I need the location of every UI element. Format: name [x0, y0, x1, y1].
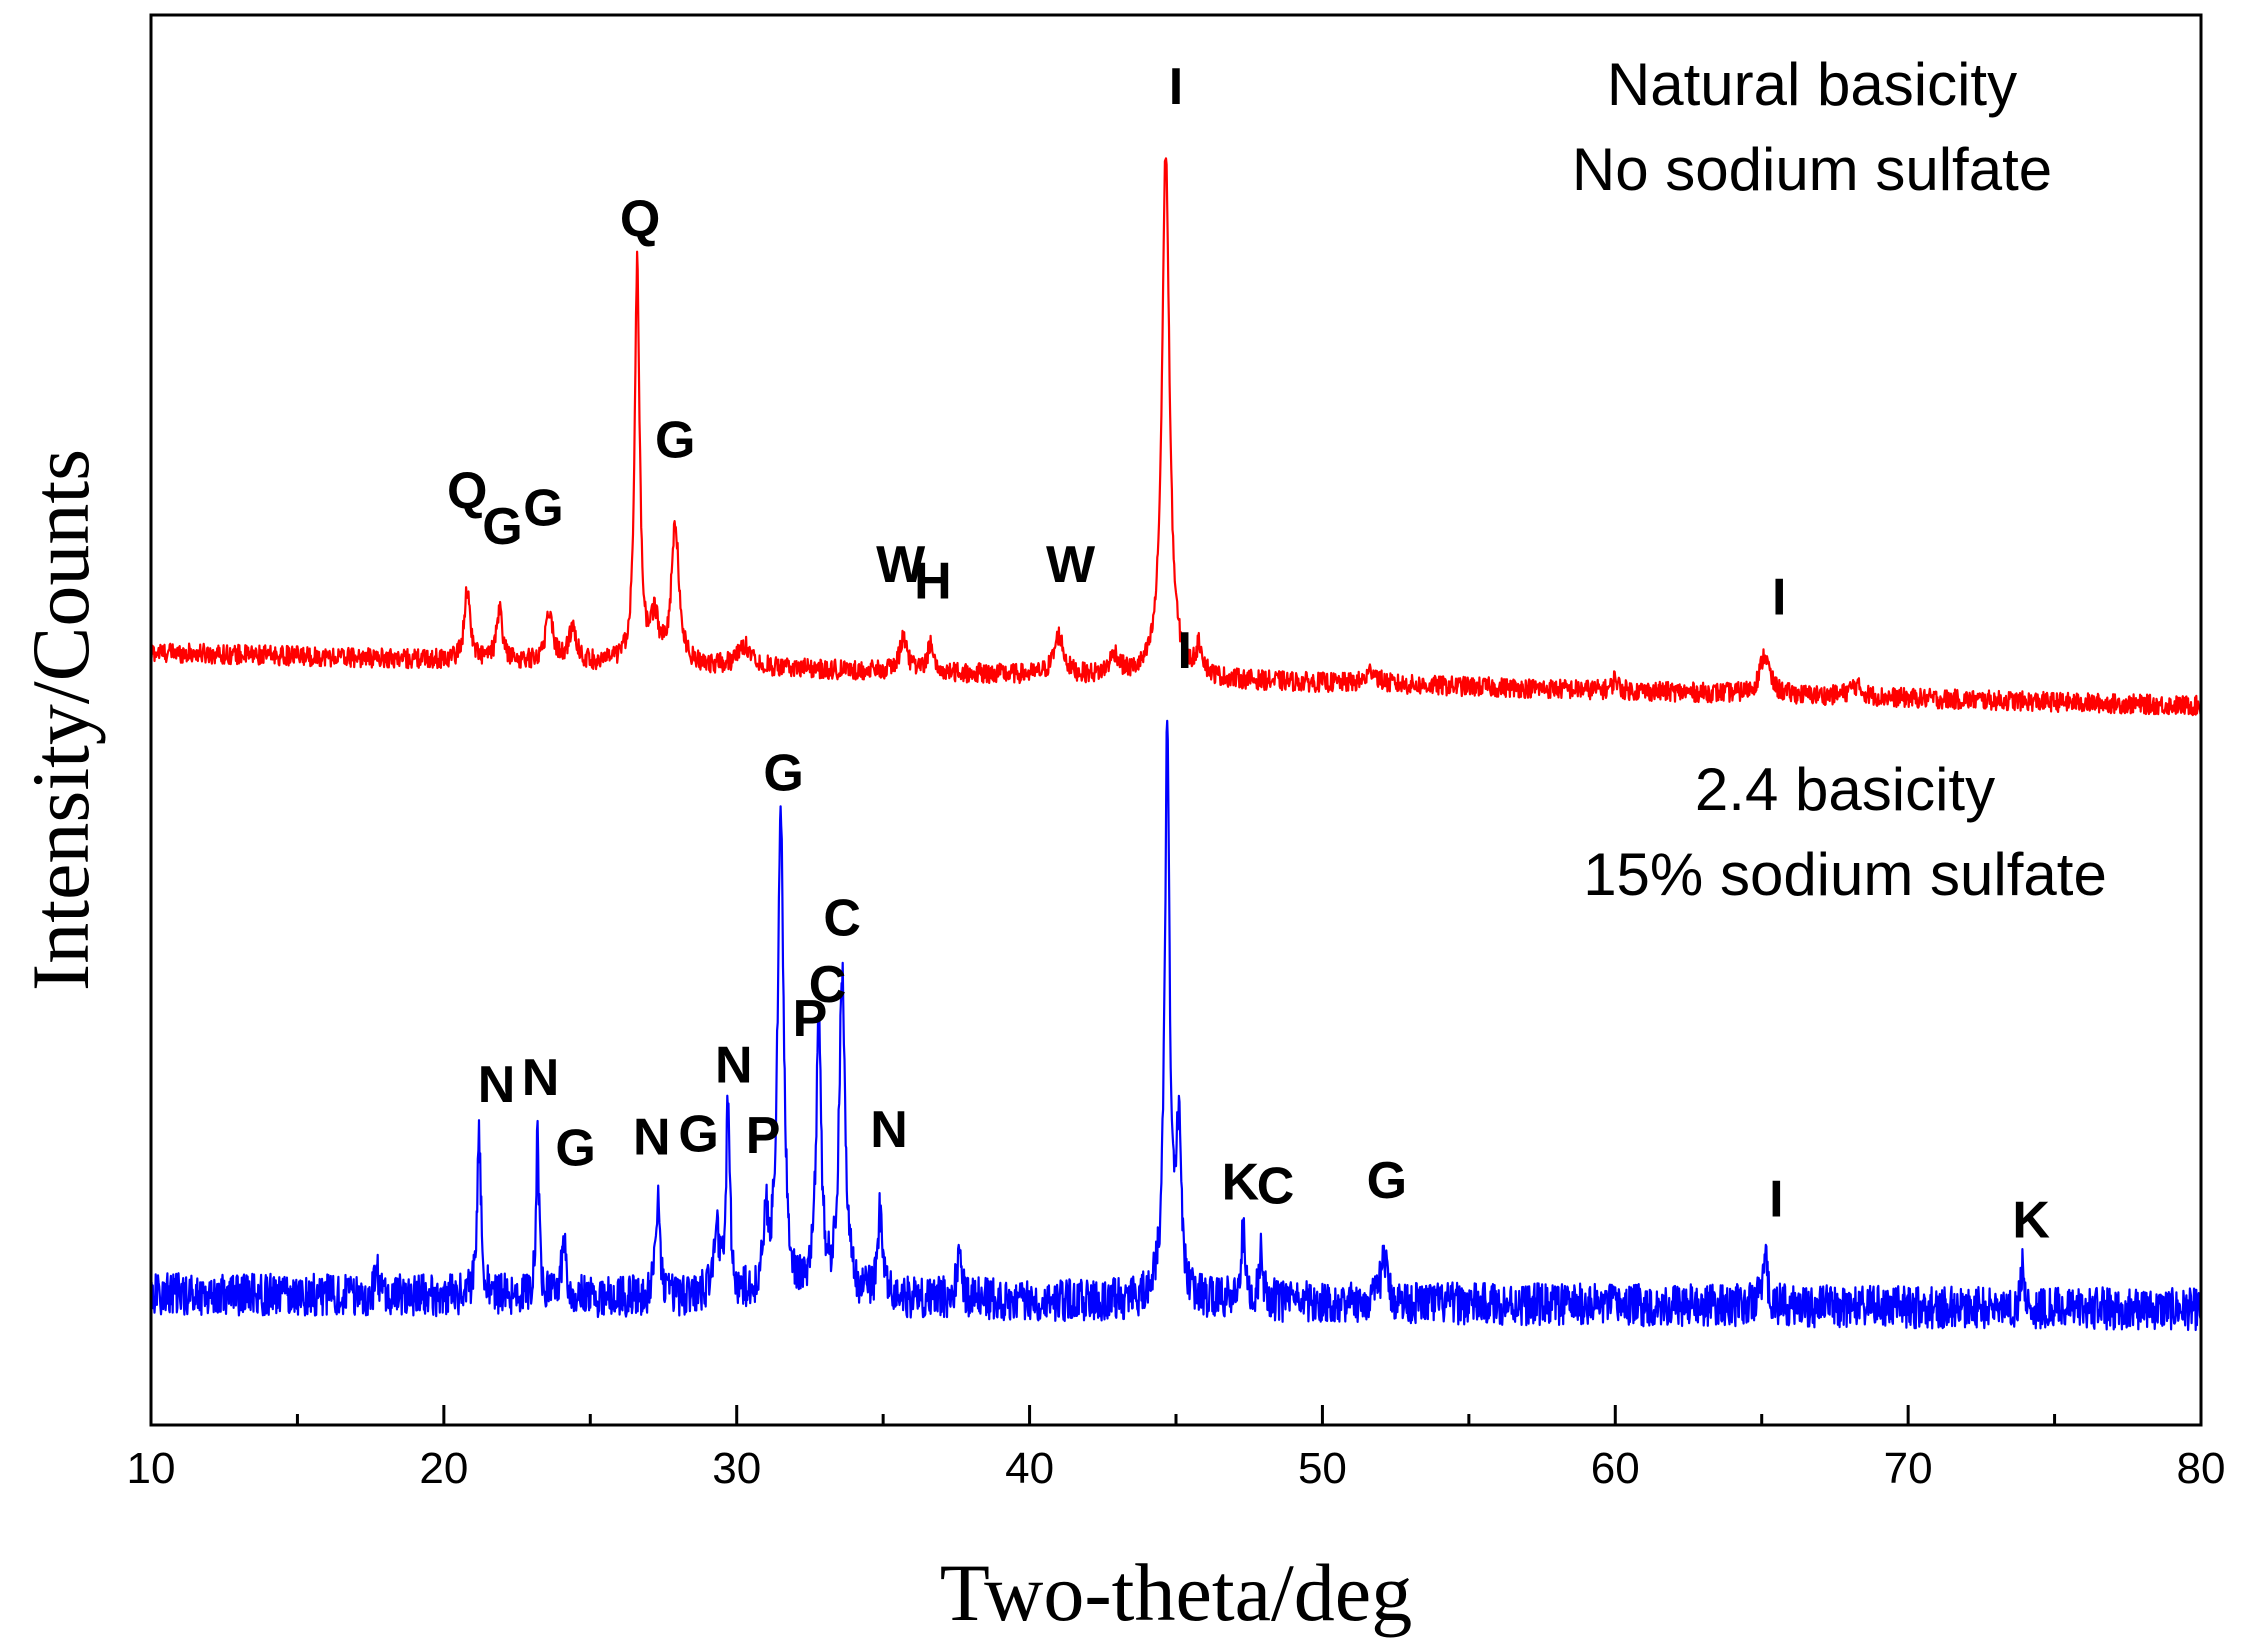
x-tick-label: 60: [1591, 1444, 1640, 1493]
top-peak-label-g: G: [523, 479, 563, 537]
x-tick-label: 40: [1005, 1444, 1054, 1493]
bottom-peak-label-k: K: [2012, 1191, 2050, 1249]
bottom-peak-label-p: P: [746, 1107, 781, 1165]
x-tick-label: 80: [2177, 1444, 2226, 1493]
top-panel-line-2: No sodium sulfate: [1572, 136, 2052, 203]
bottom-panel-line-1: 2.4 basicity: [1695, 756, 1995, 823]
top-peak-label-g: G: [655, 412, 695, 470]
bottom-peak-label-n: N: [522, 1049, 560, 1107]
series-line-1: [151, 157, 2201, 717]
top-peak-label-q: Q: [620, 190, 660, 248]
bottom-peak-label-k: K: [1222, 1153, 1260, 1211]
top-peak-label-i: I: [1169, 58, 1183, 116]
bottom-peak-label-n: N: [478, 1056, 516, 1114]
x-tick-label: 50: [1298, 1444, 1347, 1493]
series-line-2: [151, 719, 2201, 1332]
bottom-peak-label-c: C: [823, 890, 861, 948]
x-tick-label: 20: [419, 1444, 468, 1493]
bottom-peak-label-i: I: [1178, 622, 1192, 680]
y-axis-title: Intensity/Counts: [15, 449, 106, 991]
bottom-panel-line-2: 15% sodium sulfate: [1583, 841, 2107, 908]
top-peak-label-h: H: [914, 553, 952, 611]
x-tick-label: 30: [712, 1444, 761, 1493]
top-panel-line-1: Natural basicity: [1607, 51, 2017, 118]
bottom-peak-label-n: N: [870, 1101, 908, 1159]
top-peak-label-g: G: [482, 498, 522, 556]
bottom-peak-label-g: G: [555, 1120, 595, 1178]
top-peak-label-q: Q: [447, 463, 487, 521]
bottom-peak-label-c: C: [1257, 1158, 1295, 1216]
bottom-peak-label-g: G: [678, 1105, 718, 1163]
bottom-peak-label-g: G: [1367, 1152, 1407, 1210]
bottom-peak-label-n: N: [715, 1036, 753, 1094]
bottom-peak-label-n: N: [633, 1108, 671, 1166]
top-peak-label-w: W: [876, 536, 926, 594]
bottom-peak-label-c: C: [809, 956, 847, 1014]
bottom-peak-label-p: P: [793, 990, 828, 1048]
bottom-peak-label-i: I: [1769, 1170, 1783, 1228]
top-peak-label-w: W: [1046, 536, 1096, 594]
top-peak-label-i: I: [1772, 568, 1786, 626]
bottom-peak-label-g: G: [763, 745, 803, 803]
x-tick-label: 70: [1884, 1444, 1933, 1493]
x-tick-label: 10: [127, 1444, 176, 1493]
x-axis-title: Two-theta/deg: [940, 1547, 1412, 1638]
